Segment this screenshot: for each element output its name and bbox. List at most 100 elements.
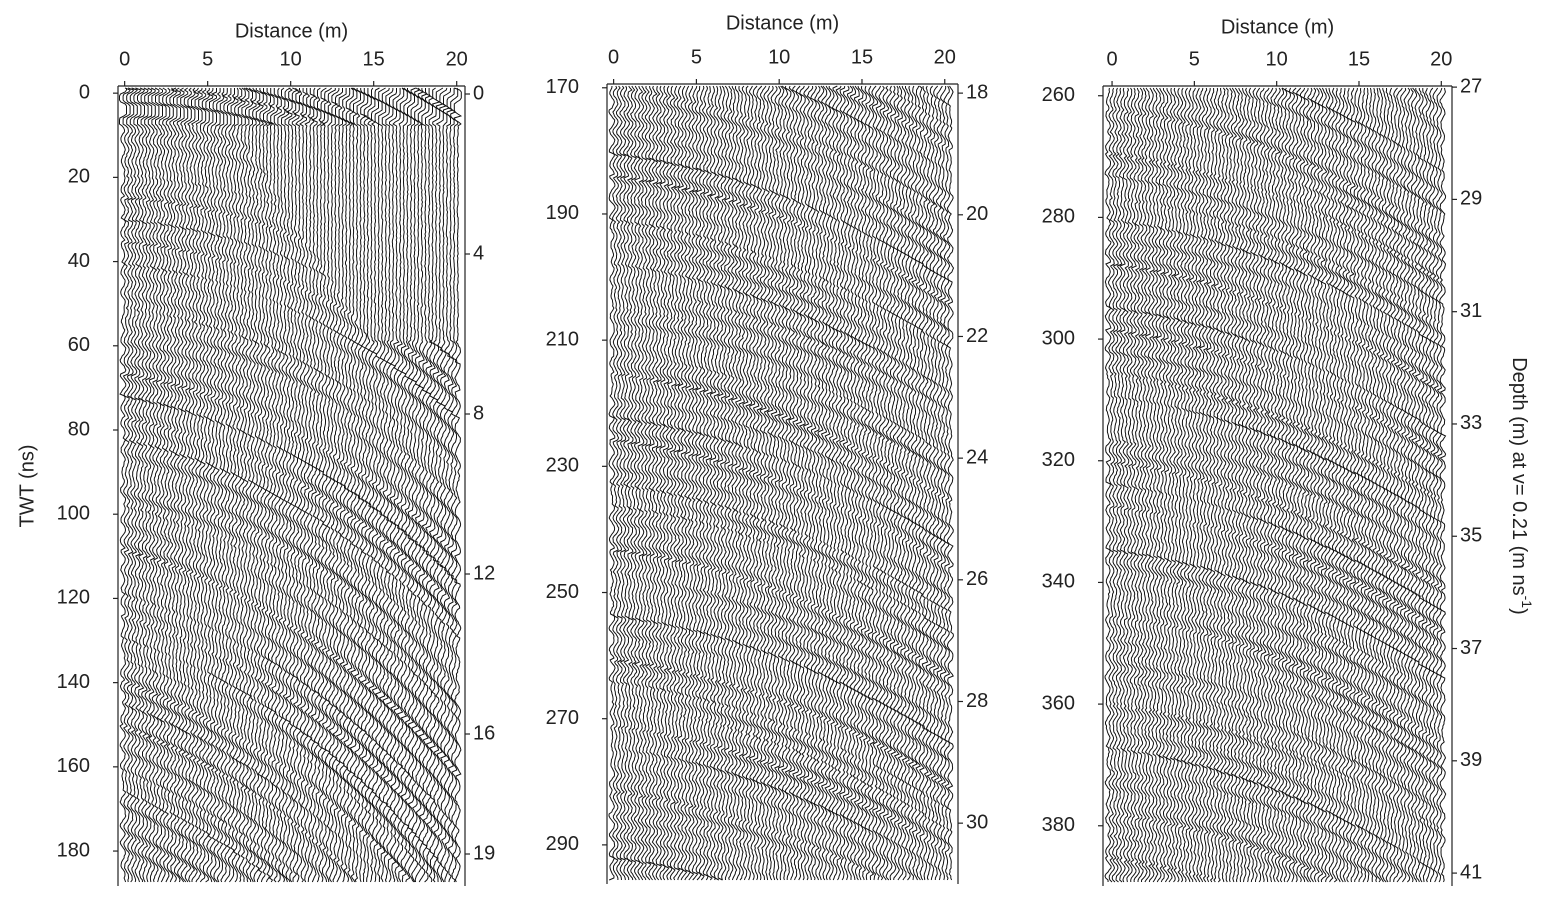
y2-tick-label: 8 xyxy=(473,402,484,424)
trace xyxy=(288,87,297,883)
trace xyxy=(788,85,796,881)
y-tick-label: 180 xyxy=(57,839,90,861)
trace xyxy=(1126,87,1134,883)
trace xyxy=(162,87,171,883)
trace xyxy=(180,87,189,883)
trace xyxy=(1421,88,1429,883)
y2-tick-label: 19 xyxy=(473,842,495,864)
x-tick-label: 0 xyxy=(1106,48,1117,70)
y2-axis-title-text: Depth (m) at v= 0.21 (m ns xyxy=(1508,357,1530,595)
trace xyxy=(680,85,688,881)
trace xyxy=(939,85,947,881)
trace xyxy=(245,87,253,883)
trace xyxy=(871,85,879,881)
trace xyxy=(1392,87,1400,883)
y2-axis-title: Depth (m) at v= 0.21 (m ns-1) xyxy=(1508,357,1536,615)
x-tick-label: 15 xyxy=(1348,48,1370,70)
y-tick-label: 360 xyxy=(1042,692,1075,714)
trace xyxy=(1385,87,1393,883)
trace xyxy=(737,85,746,881)
y2-tick-label: 31 xyxy=(1460,300,1482,322)
trace xyxy=(691,85,699,881)
trace xyxy=(392,88,401,883)
trace xyxy=(209,88,217,883)
trace xyxy=(687,85,695,881)
y2-tick-label: 26 xyxy=(966,568,988,590)
trace xyxy=(835,85,843,881)
trace xyxy=(766,85,774,881)
trace xyxy=(169,87,178,883)
trace xyxy=(212,88,221,883)
trace xyxy=(414,87,423,883)
trace xyxy=(1143,87,1152,883)
trace xyxy=(802,85,810,881)
trace xyxy=(356,88,365,883)
trace xyxy=(1190,87,1199,883)
trace xyxy=(1259,87,1267,883)
x-axis-title: Distance (m) xyxy=(726,12,839,34)
trace xyxy=(709,85,717,881)
trace xyxy=(223,88,232,883)
trace xyxy=(450,87,459,883)
x-tick-label: 10 xyxy=(768,46,790,68)
y-axis-title: TWT (ns) xyxy=(16,445,38,528)
trace xyxy=(795,85,803,881)
trace xyxy=(1302,87,1310,883)
trace xyxy=(1219,87,1227,883)
wiggle-traces xyxy=(1104,87,1447,883)
trace xyxy=(1176,87,1184,883)
trace xyxy=(342,87,351,883)
trace xyxy=(730,85,739,881)
trace xyxy=(1356,87,1364,883)
trace xyxy=(619,85,627,881)
trace xyxy=(773,85,782,881)
trace xyxy=(1324,87,1332,883)
y-tick-label: 190 xyxy=(546,202,579,224)
trace xyxy=(1298,87,1306,883)
trace xyxy=(1162,87,1170,883)
y-tick-label: 210 xyxy=(546,328,579,350)
trace xyxy=(1122,87,1130,883)
trace xyxy=(838,85,847,881)
trace xyxy=(1360,87,1368,883)
trace xyxy=(281,87,289,883)
trace xyxy=(701,85,710,881)
trace xyxy=(345,87,354,883)
y-tick-label: 230 xyxy=(546,455,579,477)
trace xyxy=(374,87,383,882)
trace xyxy=(651,85,659,881)
trace xyxy=(921,86,929,881)
y-tick-label: 300 xyxy=(1042,327,1075,349)
trace xyxy=(1158,87,1166,883)
trace xyxy=(133,87,142,883)
y-tick-label: 320 xyxy=(1042,449,1075,471)
trace xyxy=(694,85,703,881)
trace xyxy=(1277,87,1285,883)
trace xyxy=(219,88,228,883)
trace xyxy=(1280,87,1288,883)
trace xyxy=(1439,87,1447,883)
trace xyxy=(299,88,307,883)
trace xyxy=(1133,87,1141,883)
trace xyxy=(943,85,951,881)
trace xyxy=(173,87,182,883)
trace xyxy=(435,87,444,883)
trace xyxy=(1327,87,1335,883)
trace xyxy=(817,85,825,881)
y2-tick-label: 12 xyxy=(473,562,495,584)
trace xyxy=(889,85,897,881)
trace xyxy=(1208,88,1217,883)
trace xyxy=(291,87,300,883)
trace xyxy=(907,85,915,881)
trace xyxy=(1435,87,1443,883)
y2-tick-label: 18 xyxy=(966,81,988,103)
trace xyxy=(1269,87,1278,883)
trace xyxy=(122,87,131,883)
trace xyxy=(183,87,192,883)
trace xyxy=(1248,87,1256,883)
y-tick-label: 120 xyxy=(57,587,90,609)
trace xyxy=(1107,87,1116,883)
y2-tick-label: 41 xyxy=(1460,861,1482,883)
trace xyxy=(363,88,372,882)
trace xyxy=(425,88,433,883)
